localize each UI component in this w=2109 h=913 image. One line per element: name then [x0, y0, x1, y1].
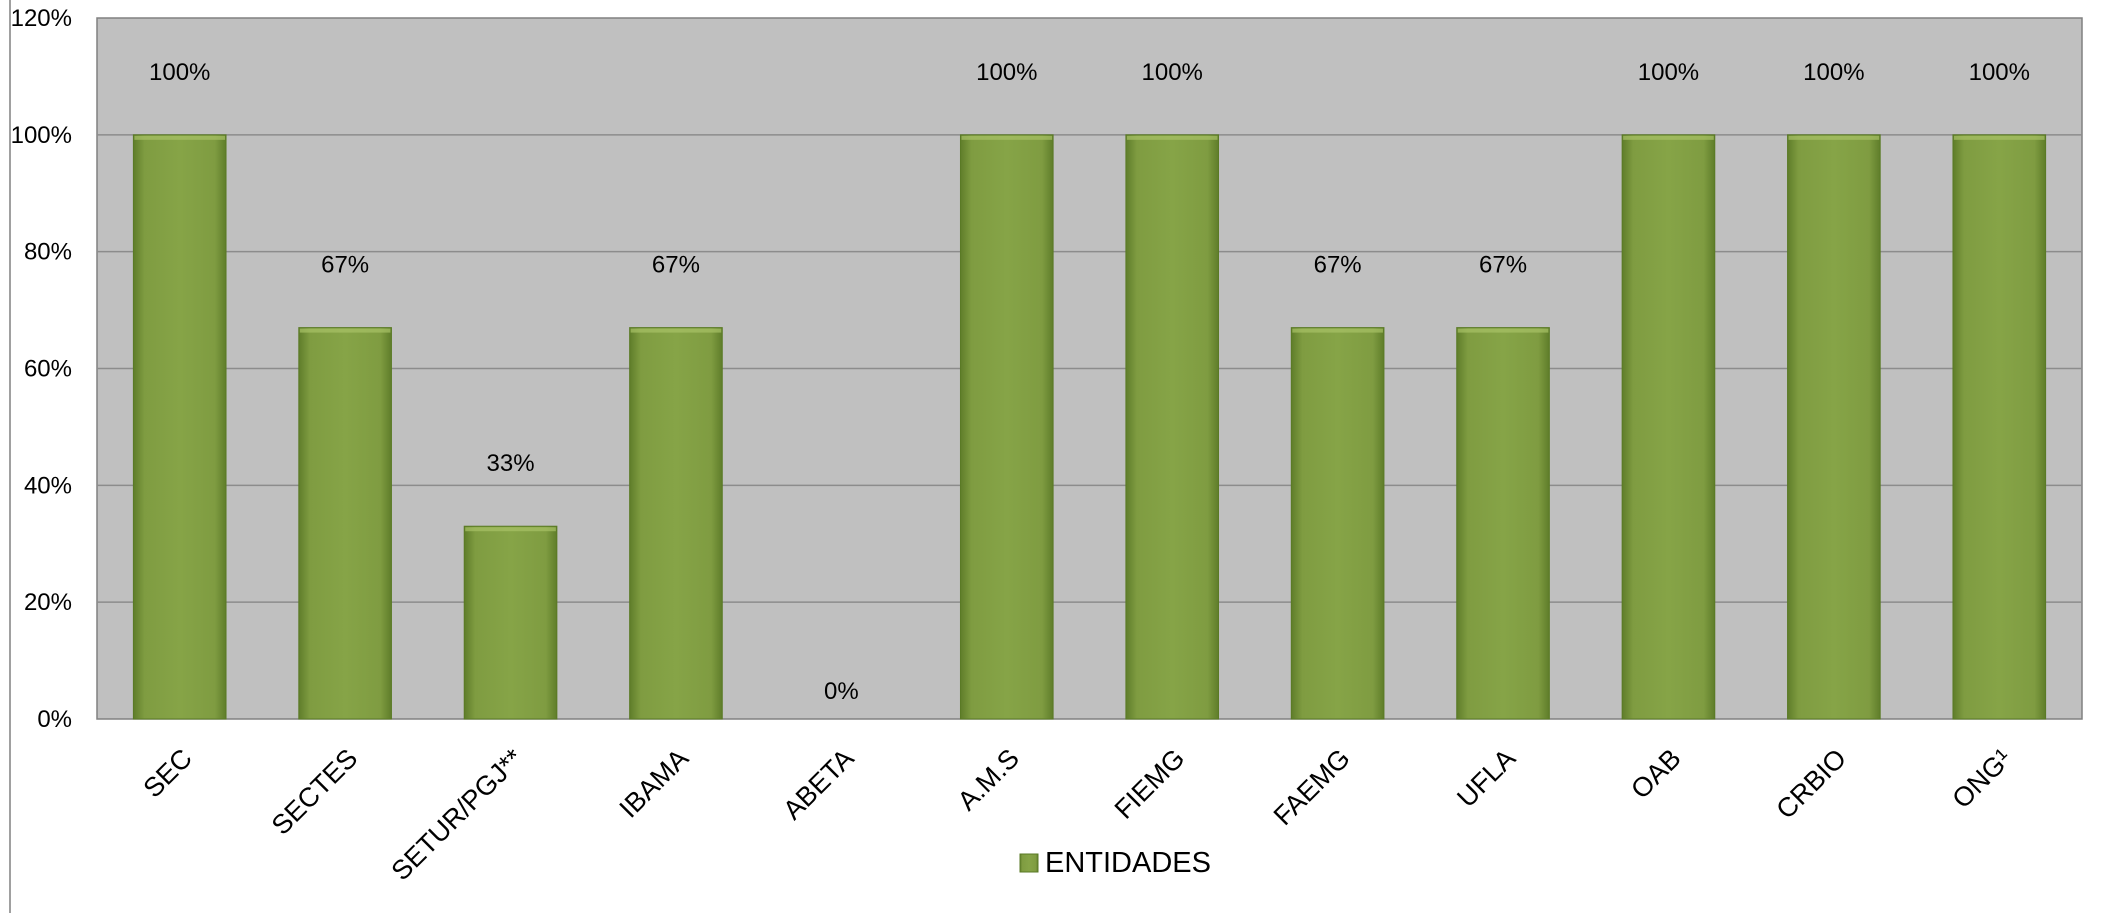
- legend-label: ENTIDADES: [1045, 847, 1211, 879]
- data-label: 67%: [321, 252, 369, 279]
- bar: [463, 525, 558, 720]
- data-label: 100%: [1969, 59, 2030, 86]
- bars: [132, 134, 2047, 720]
- bar-top-highlight: [1126, 135, 1218, 140]
- data-label: 33%: [487, 450, 535, 477]
- bar: [1621, 134, 1716, 720]
- bar: [959, 134, 1054, 720]
- bar-top-highlight: [299, 328, 391, 333]
- data-label: 67%: [1314, 252, 1362, 279]
- gridlines: [97, 134, 2082, 603]
- bar: [629, 327, 723, 720]
- x-tick-label: ONG¹: [1946, 743, 2017, 814]
- y-tick-label: 40%: [24, 472, 72, 499]
- bar-top-highlight: [961, 135, 1053, 140]
- bar-top-highlight: [1788, 135, 1880, 140]
- x-tick-label: CRBIO: [1770, 743, 1852, 825]
- y-tick-label: 0%: [37, 706, 72, 733]
- bar-top-highlight: [1292, 328, 1383, 333]
- y-tick-label: 80%: [24, 239, 72, 266]
- bar: [1456, 327, 1550, 720]
- bar-top-highlight: [1623, 135, 1714, 140]
- data-label: 67%: [652, 252, 700, 279]
- x-tick-label: IBAMA: [614, 743, 695, 824]
- y-tick-label: 100%: [11, 122, 72, 149]
- x-tick-label: FIEMG: [1109, 743, 1191, 825]
- x-tick-label: ABETA: [777, 743, 859, 825]
- data-label: 100%: [1638, 59, 1699, 86]
- bar: [1952, 134, 2047, 720]
- bar: [1125, 134, 1220, 720]
- bar: [298, 327, 392, 720]
- data-label: 67%: [1479, 252, 1527, 279]
- x-tick-label: A.M.S: [952, 743, 1025, 816]
- legend-swatch: [1019, 853, 1039, 873]
- x-tick-label: UFLA: [1451, 743, 1521, 813]
- data-label: 100%: [149, 59, 210, 86]
- data-label: 100%: [1142, 59, 1203, 86]
- bar-top-highlight: [1457, 328, 1549, 333]
- legend: ENTIDADES: [1019, 847, 1211, 879]
- x-tick-label: SECTES: [266, 743, 364, 841]
- bar-top-highlight: [1953, 135, 2045, 140]
- y-tick-label: 120%: [11, 5, 72, 32]
- x-tick-label: OAB: [1625, 743, 1687, 805]
- data-label: 100%: [1803, 59, 1864, 86]
- data-labels: 100% 67% 33% 67% 0% 100% 100% 67% 67% 100% 100% 100…: [149, 59, 2030, 705]
- bar: [1787, 134, 1881, 720]
- y-tick-label: 20%: [24, 589, 72, 616]
- data-label: 100%: [976, 59, 1037, 86]
- y-tick-label: 60%: [24, 356, 72, 383]
- bar-top-highlight: [465, 527, 556, 532]
- x-tick-label: SEC: [137, 743, 197, 803]
- x-tick-label: SETUR/PGJ**: [386, 743, 530, 887]
- bar: [132, 134, 227, 720]
- data-label: 0%: [824, 678, 859, 705]
- bar-top-highlight: [630, 328, 722, 333]
- bar: [1290, 327, 1385, 720]
- bar-top-highlight: [134, 135, 226, 140]
- y-axis-tick-labels: 0% 20% 40% 60% 80% 100% 120%: [11, 5, 72, 733]
- x-tick-label: FAEMG: [1268, 743, 1356, 831]
